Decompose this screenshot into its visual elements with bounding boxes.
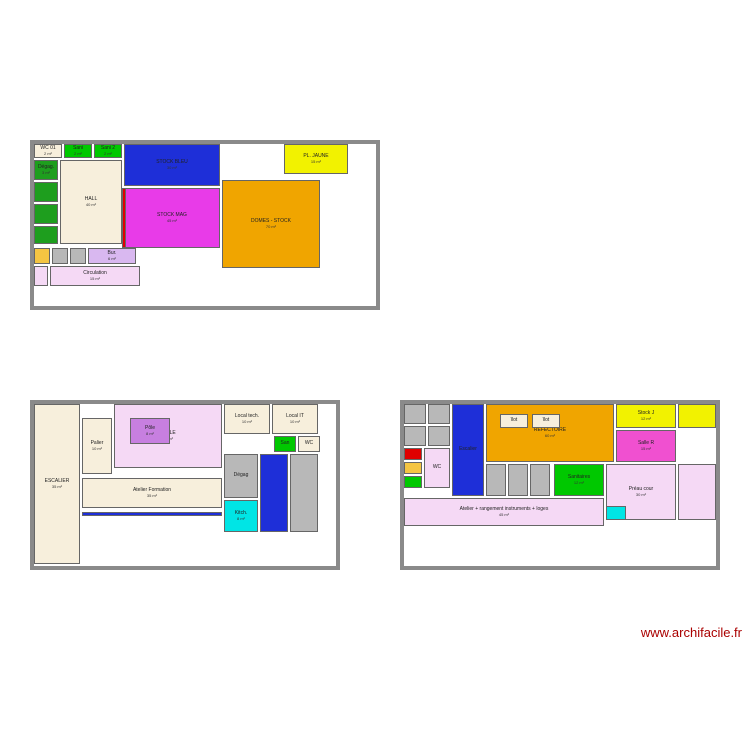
room-area: 8 m² [146, 431, 154, 436]
room: WC [298, 436, 320, 452]
room-area: 10 m² [92, 446, 102, 451]
room-area: 2 m² [44, 151, 52, 156]
room: Dégag [224, 454, 258, 498]
room-area: 8 m² [237, 516, 245, 521]
room-area: 12 m² [574, 480, 584, 485]
room: Sani2 m² [64, 144, 92, 158]
room-area: 30 m² [167, 165, 177, 170]
wall [336, 400, 340, 570]
room-label: Escalier [459, 447, 477, 453]
room [260, 454, 288, 532]
wall [30, 306, 380, 310]
floorplan-bottom-left: ESCALIER35 m²Palier10 m²SALLE55 m²Pôle8 … [30, 400, 340, 570]
room: Stock J12 m² [616, 404, 676, 428]
room-label: îlot [511, 418, 518, 424]
room: PL. JAUNE15 m² [284, 144, 348, 174]
room-area: 10 m² [242, 419, 252, 424]
room: Circulation15 m² [50, 266, 140, 286]
room [508, 464, 528, 496]
room [34, 248, 50, 264]
room-label: WC [433, 465, 441, 471]
room [606, 506, 626, 520]
room [34, 266, 48, 286]
room: Sanitaires12 m² [554, 464, 604, 496]
room [404, 476, 422, 488]
room-area: 15 m² [311, 159, 321, 164]
room [290, 454, 318, 532]
room [404, 426, 426, 446]
room-area: 3 m² [42, 170, 50, 175]
room-label: WC [305, 441, 313, 447]
room: Pôle8 m² [130, 418, 170, 444]
room-area: 35 m² [52, 484, 62, 489]
room-area: 15 m² [90, 276, 100, 281]
room-area: 10 m² [290, 419, 300, 424]
room-area: 6 m² [108, 256, 116, 261]
room-area: 15 m² [641, 446, 651, 451]
room: Dégag.3 m² [34, 160, 58, 180]
room-label: îlot [543, 418, 550, 424]
room: Sani 22 m² [94, 144, 122, 158]
room: WC [424, 448, 450, 488]
floorplan-bottom-right: Escalier RÉFECTOIRE60 m²îlot îlot Stock J12… [400, 400, 720, 570]
room [404, 448, 422, 460]
room: Escalier [452, 404, 484, 496]
room [34, 226, 58, 244]
room [122, 188, 126, 248]
room [428, 426, 450, 446]
room-area: 12 m² [641, 416, 651, 421]
room [530, 464, 550, 496]
room: Local IT10 m² [272, 404, 318, 434]
room [34, 204, 58, 224]
room-area: 70 m² [266, 224, 276, 229]
room: San [274, 436, 296, 452]
room [52, 248, 68, 264]
room: Salle R15 m² [616, 430, 676, 462]
room: Palier10 m² [82, 418, 112, 474]
room-area: 30 m² [636, 492, 646, 497]
room: Local tech.10 m² [224, 404, 270, 434]
watermark-link[interactable]: www.archifacile.fr [641, 625, 742, 640]
canvas: { "watermark": "www.archifacile.fr", "co… [0, 0, 750, 750]
room [678, 404, 716, 428]
room: îlot [532, 414, 560, 428]
room-area: 45 m² [167, 218, 177, 223]
room-label: Dégag [234, 473, 249, 479]
wall [400, 566, 720, 570]
room-area: 35 m² [147, 493, 157, 498]
room [428, 404, 450, 424]
room [404, 462, 422, 474]
room: Bur.6 m² [88, 248, 136, 264]
wall [716, 400, 720, 570]
room-label: San [281, 441, 290, 447]
room: îlot [500, 414, 528, 428]
room: Atelier Formation35 m² [82, 478, 222, 508]
room-area: 40 m² [86, 202, 96, 207]
room [34, 182, 58, 202]
room-area: 45 m² [499, 512, 509, 517]
room: WC 012 m² [34, 144, 62, 158]
room: HALL40 m² [60, 160, 122, 244]
room [70, 248, 86, 264]
room-area: 2 m² [74, 151, 82, 156]
room [404, 404, 426, 424]
wall [376, 140, 380, 310]
room: STOCK BLEU30 m² [124, 144, 220, 186]
room: STOCK MAG45 m² [124, 188, 220, 248]
room [486, 464, 506, 496]
room-area: 60 m² [545, 433, 555, 438]
room [678, 464, 716, 520]
room: Kitch.8 m² [224, 500, 258, 532]
wall [30, 566, 340, 570]
room: ESCALIER35 m² [34, 404, 80, 564]
room [82, 512, 222, 516]
room: Atelier + rangement instruments + loges4… [404, 498, 604, 526]
room: RÉFECTOIRE60 m² [486, 404, 614, 462]
room-area: 2 m² [104, 151, 112, 156]
room: DOMES - STOCK70 m² [222, 180, 320, 268]
floorplan-top: WC 012 m²Sani2 m²Sani 22 m² Dégag.3 m²HAL… [30, 140, 380, 310]
